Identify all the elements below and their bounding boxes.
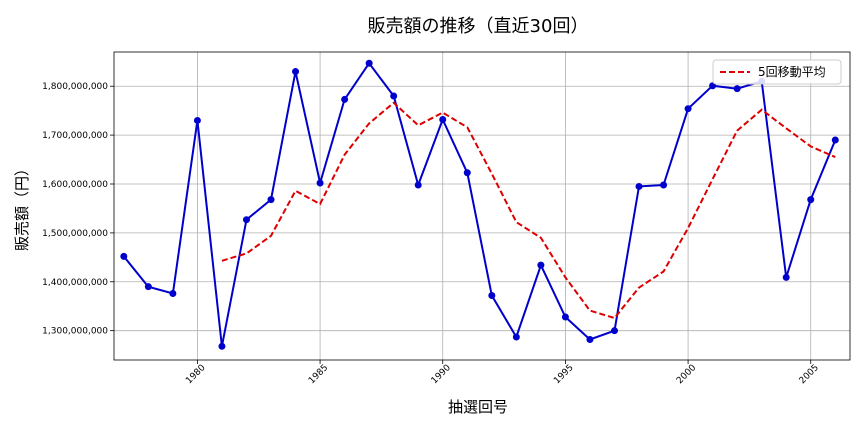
sales-data-point: [831, 136, 839, 144]
sales-data-point: [635, 182, 643, 190]
sales-data-point: [316, 179, 324, 187]
sales-data-point: [218, 342, 226, 350]
y-axis-title: 販売額（円）: [13, 161, 31, 251]
legend-box: [712, 59, 842, 85]
plot-area-frame: [113, 51, 851, 361]
sales-data-point: [390, 92, 398, 100]
y-tick-label: 1,700,000,000: [42, 131, 108, 141]
sales-data-point: [169, 290, 177, 298]
x-axis-title: 抽選回号: [448, 398, 508, 416]
sales-data-point: [561, 313, 569, 321]
sales-data-point: [586, 335, 594, 343]
y-tick-label: 1,400,000,000: [42, 278, 108, 288]
sales-data-point: [144, 283, 152, 291]
sales-data-point: [365, 59, 373, 67]
sales-data-point: [120, 252, 128, 260]
y-tick-label: 1,800,000,000: [42, 82, 108, 92]
y-tick-label: 1,300,000,000: [42, 327, 108, 337]
sales-series-line: [123, 61, 837, 347]
sales-data-point: [193, 116, 201, 124]
y-tick-label: 1,600,000,000: [42, 180, 108, 190]
sales-data-point: [512, 333, 520, 341]
sales-data-point: [439, 115, 447, 123]
sales-data-point: [733, 85, 741, 93]
series-layer: [120, 59, 839, 350]
sales-data-point: [463, 169, 471, 177]
sales-data-point: [242, 216, 250, 224]
sales-data-point: [610, 327, 618, 335]
sales-data-point: [414, 181, 422, 189]
sales-data-point: [807, 196, 815, 204]
chart-legend: 5回移動平均: [712, 59, 842, 85]
sales-data-point: [292, 68, 300, 76]
moving-average-series-line: [221, 101, 836, 320]
sales-data-point: [660, 181, 668, 189]
y-axis-ticks: 1,300,000,000 1,400,000,000 1,500,000,000 1…: [42, 82, 114, 337]
sales-data-point: [782, 273, 790, 281]
legend-label-moving-average: 5回移動平均: [758, 65, 826, 79]
sales-data-point: [488, 291, 496, 299]
sales-data-point: [341, 95, 349, 103]
sales-data-point: [684, 105, 692, 113]
grid-layer: [114, 52, 850, 360]
sales-data-point: [537, 261, 545, 269]
y-tick-label: 1,500,000,000: [42, 229, 108, 239]
sales-data-point: [267, 196, 275, 204]
chart-title: 販売額の推移（直近30回）: [368, 16, 589, 37]
